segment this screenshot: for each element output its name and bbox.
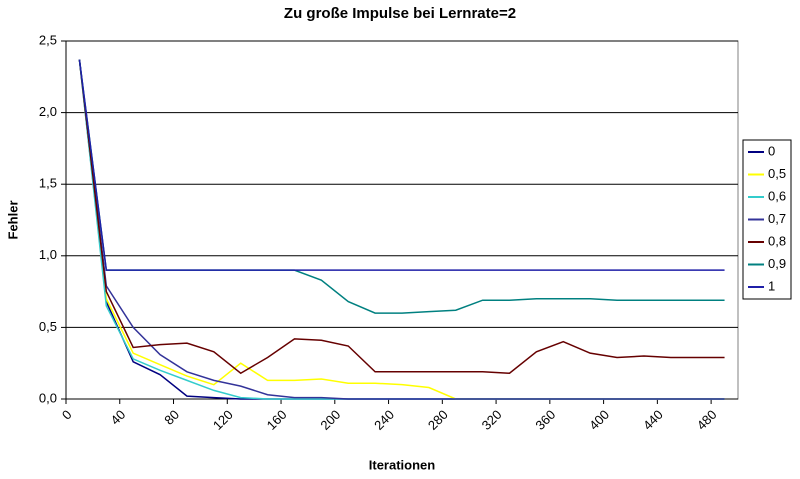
x-tick-label: 80 — [161, 407, 182, 428]
legend-label: 0,7 — [768, 211, 786, 226]
legend-label: 0,6 — [768, 188, 786, 203]
y-tick-label: 2,0 — [39, 104, 57, 119]
y-tick-label: 0,0 — [39, 390, 57, 405]
x-tick-label: 0 — [59, 407, 75, 423]
y-axis-label: Fehler — [5, 200, 20, 239]
series-line — [78, 59, 725, 271]
plot-area — [65, 40, 739, 400]
x-tick-label: 440 — [640, 407, 666, 433]
x-tick-label: 480 — [694, 407, 720, 433]
chart-title: Zu große Impulse bei Lernrate=2 — [284, 5, 516, 22]
x-tick-label: 120 — [210, 407, 236, 433]
series-line — [78, 59, 725, 400]
x-tick-label: 240 — [371, 407, 397, 433]
legend-label: 0,9 — [768, 256, 786, 271]
y-tick-label: 0,5 — [39, 319, 57, 334]
legend-label: 0,5 — [768, 166, 786, 181]
legend-label: 0,8 — [768, 233, 786, 248]
legend-label: 1 — [768, 278, 775, 293]
series-line — [78, 59, 725, 375]
y-tick-label: 2,5 — [39, 32, 57, 47]
x-tick-label: 40 — [107, 407, 128, 428]
x-tick-label: 200 — [317, 407, 343, 433]
x-tick-label: 280 — [425, 407, 451, 433]
x-tick-label: 320 — [479, 407, 505, 433]
y-tick-label: 1,0 — [39, 247, 57, 262]
x-tick-label: 160 — [264, 407, 290, 433]
legend-label: 0 — [768, 143, 775, 158]
x-tick-label: 360 — [532, 407, 558, 433]
y-tick-label: 1,5 — [39, 176, 57, 191]
x-tick-label: 400 — [586, 407, 612, 433]
x-axis-label: Iterationen — [369, 457, 436, 472]
